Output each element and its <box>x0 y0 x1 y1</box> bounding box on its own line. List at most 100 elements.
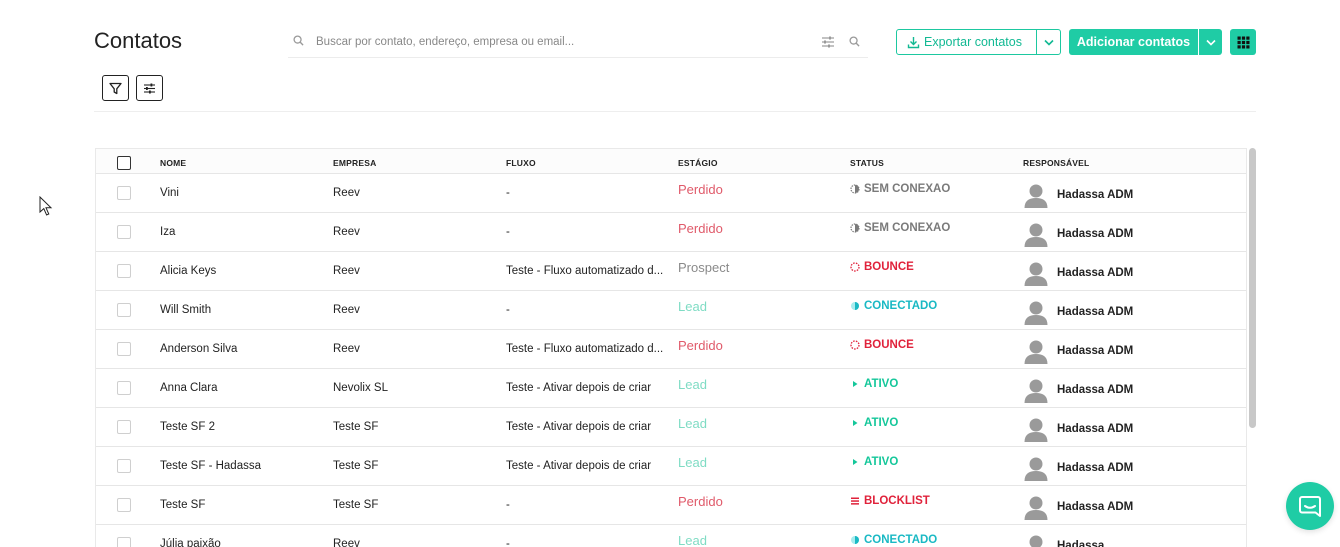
contact-owner: Hadassa ADM <box>1023 338 1243 364</box>
add-contacts-button[interactable]: Adicionar contatos <box>1069 29 1198 55</box>
half-circle-icon <box>850 223 864 233</box>
row-checkbox[interactable] <box>117 498 131 512</box>
column-header-company[interactable]: EMPRESA <box>333 158 377 168</box>
export-options-button[interactable] <box>1036 29 1061 55</box>
contact-status: CONECTADO <box>850 300 1015 312</box>
search-submit-icon[interactable] <box>849 36 860 47</box>
contact-stage: Perdido <box>678 182 723 197</box>
contact-flow: Teste - Fluxo automatizado d... <box>506 343 664 355</box>
contact-name[interactable]: Anna Clara <box>160 382 218 394</box>
contact-name[interactable]: Anderson Silva <box>160 343 238 355</box>
funnel-icon <box>109 82 122 94</box>
contact-company: Reev <box>333 226 360 238</box>
filter-button[interactable] <box>102 75 129 101</box>
contact-owner: Hadassa ADM <box>1023 221 1243 247</box>
contact-company: Teste SF <box>333 499 379 511</box>
search-input[interactable] <box>316 33 816 51</box>
avatar <box>1024 301 1048 325</box>
search-bar <box>288 27 868 58</box>
owner-name: Hadassa ADM <box>1057 267 1134 279</box>
table-row[interactable]: Will Smith Reev - Lead CONECTADO Hadassa ADM <box>96 291 1246 330</box>
contact-company: Reev <box>333 265 360 277</box>
chevron-down-icon <box>1043 39 1054 46</box>
owner-name: Hadassa ADM <box>1057 462 1134 474</box>
table-row[interactable]: Vini Reev - Perdido SEM CONEXÃO Hadassa ADM <box>96 174 1246 213</box>
contact-stage: Lead <box>678 377 707 392</box>
contact-name[interactable]: Teste SF 2 <box>160 421 215 433</box>
column-header-owner[interactable]: RESPONSÁVEL <box>1023 158 1090 168</box>
contact-owner: Hadassa ADM <box>1023 416 1243 442</box>
search-filters-icon[interactable] <box>821 35 835 49</box>
table-row[interactable]: Teste SF Teste SF - Perdido BLOCKLIST Hadassa… <box>96 486 1246 525</box>
contact-company: Reev <box>333 187 360 199</box>
table-row[interactable]: Teste SF - Hadassa Teste SF Teste - Ativar… <box>96 447 1246 486</box>
contact-status-label: ATIVO <box>864 417 899 429</box>
owner-name: Hadassa ADM <box>1057 306 1134 318</box>
avatar <box>1024 340 1048 364</box>
row-checkbox[interactable] <box>117 537 131 547</box>
avatar <box>1029 535 1043 547</box>
half-filled-circle-icon <box>850 535 864 545</box>
contact-flow: Teste - Ativar depois de criar <box>506 460 652 472</box>
column-header-name[interactable]: NOME <box>160 158 187 168</box>
table-row[interactable]: Alicia Keys Reev Teste - Fluxo automatizad… <box>96 252 1246 291</box>
column-header-status[interactable]: STATUS <box>850 158 884 168</box>
contact-status-label: BOUNCE <box>864 339 914 351</box>
half-circle-icon <box>850 184 864 194</box>
contact-stage: Lead <box>678 455 707 470</box>
row-checkbox[interactable] <box>117 381 131 395</box>
row-checkbox[interactable] <box>117 264 131 278</box>
contact-name[interactable]: Alicia Keys <box>160 265 217 277</box>
view-toggle-button[interactable] <box>1230 29 1256 55</box>
column-header-stage[interactable]: ESTÁGIO <box>678 158 718 168</box>
contact-flow: Teste - Ativar depois de criar <box>506 421 652 433</box>
columns-settings-button[interactable] <box>136 75 163 101</box>
contact-status: BOUNCE <box>850 339 1015 351</box>
contact-company: Reev <box>333 304 360 316</box>
download-icon <box>907 36 920 48</box>
contact-stage: Lead <box>678 533 707 547</box>
contacts-table: NOME EMPRESA FLUXO ESTÁGIO STATUS RESPON… <box>95 148 1247 547</box>
contact-status-label: CONECTADO <box>864 534 938 546</box>
row-checkbox[interactable] <box>117 342 131 356</box>
contact-name[interactable]: Will Smith <box>160 304 212 316</box>
add-options-button[interactable] <box>1199 29 1222 55</box>
contact-name[interactable]: Iza <box>160 226 176 238</box>
contact-name[interactable]: Teste SF - Hadassa <box>160 460 261 472</box>
table-row[interactable]: Teste SF 2 Teste SF Teste - Ativar depois … <box>96 408 1246 447</box>
contact-status-label: BOUNCE <box>864 261 914 273</box>
contact-name[interactable]: Teste SF <box>160 499 206 511</box>
row-checkbox[interactable] <box>117 186 131 200</box>
contact-owner: Hadassa ADM <box>1023 455 1243 481</box>
page-title: Contatos <box>94 28 183 53</box>
table-row[interactable]: Júlia paixão Reev - Lead CONECTADO Hadassa <box>96 525 1246 547</box>
contact-stage: Prospect <box>678 260 730 275</box>
row-checkbox[interactable] <box>117 459 131 473</box>
contact-status: ATIVO <box>850 456 1015 468</box>
contact-stage: Perdido <box>678 338 723 353</box>
owner-name: Hadassa ADM <box>1057 384 1134 396</box>
table-scrollbar[interactable] <box>1249 148 1256 428</box>
chat-support-button[interactable] <box>1286 482 1334 530</box>
play-icon <box>850 379 864 389</box>
contact-status: SEM CONEXÃO <box>850 222 1015 234</box>
table-row[interactable]: Anderson Silva Reev Teste - Fluxo automati… <box>96 330 1246 369</box>
export-contacts-button[interactable]: Exportar contatos <box>896 29 1037 55</box>
contact-name[interactable]: Vini <box>160 187 179 199</box>
row-checkbox[interactable] <box>117 303 131 317</box>
contact-name[interactable]: Júlia paixão <box>160 538 221 547</box>
play-icon <box>850 418 864 428</box>
contact-owner: Hadassa ADM <box>1023 377 1243 403</box>
table-header: NOME EMPRESA FLUXO ESTÁGIO STATUS RESPON… <box>96 149 1246 174</box>
row-checkbox[interactable] <box>117 225 131 239</box>
select-all-checkbox[interactable] <box>117 156 131 170</box>
column-header-flow[interactable]: FLUXO <box>506 158 536 168</box>
contact-status: BOUNCE <box>850 261 1015 273</box>
search-icon <box>293 35 304 46</box>
avatar <box>1024 223 1048 247</box>
contact-flow: - <box>506 187 510 199</box>
table-row[interactable]: Iza Reev - Perdido SEM CONEXÃO Hadassa ADM <box>96 213 1246 252</box>
contact-owner: Hadassa ADM <box>1023 299 1243 325</box>
row-checkbox[interactable] <box>117 420 131 434</box>
table-row[interactable]: Anna Clara Nevolix SL Teste - Ativar depoi… <box>96 369 1246 408</box>
